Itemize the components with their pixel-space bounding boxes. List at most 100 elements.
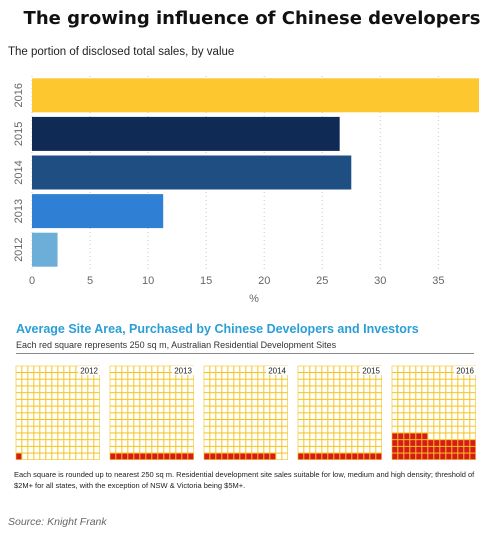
empty-square (251, 439, 258, 447)
empty-square (309, 392, 316, 400)
empty-square (51, 452, 58, 460)
x-axis-label: % (249, 293, 259, 305)
empty-square (433, 426, 440, 434)
empty-square (75, 432, 82, 440)
empty-square (309, 365, 316, 373)
empty-square (439, 405, 446, 413)
empty-square (297, 385, 304, 393)
empty-square (339, 399, 346, 407)
empty-square (57, 452, 64, 460)
x-tick-label: 35 (432, 275, 444, 287)
empty-square (257, 365, 264, 373)
empty-square (93, 385, 100, 393)
empty-square (369, 412, 376, 420)
empty-square (133, 365, 140, 373)
empty-square (391, 365, 398, 373)
empty-square (351, 446, 358, 454)
y-category-label: 2013 (13, 199, 25, 223)
grid-year-label: 2015 (362, 367, 380, 376)
empty-square (63, 399, 70, 407)
empty-square (39, 365, 46, 373)
empty-square (257, 405, 264, 413)
x-tick-label: 0 (29, 275, 35, 287)
empty-square (391, 385, 398, 393)
chart-subtitle: The portion of disclosed total sales, by… (8, 46, 235, 58)
empty-square (221, 439, 228, 447)
empty-square (233, 446, 240, 454)
filled-square (409, 452, 416, 460)
empty-square (403, 426, 410, 434)
empty-square (239, 446, 246, 454)
empty-square (409, 412, 416, 420)
empty-square (433, 392, 440, 400)
empty-square (357, 392, 364, 400)
year-label-bg (360, 366, 382, 375)
empty-square (457, 385, 464, 393)
empty-square (139, 392, 146, 400)
empty-square (339, 432, 346, 440)
empty-square (269, 412, 276, 420)
empty-square (127, 405, 134, 413)
empty-square (75, 426, 82, 434)
empty-square (357, 446, 364, 454)
filled-square (133, 452, 140, 460)
empty-square (75, 439, 82, 447)
empty-square (39, 446, 46, 454)
empty-square (345, 432, 352, 440)
empty-square (15, 432, 22, 440)
year-label-bg (78, 366, 100, 375)
empty-square (333, 399, 340, 407)
empty-square (27, 399, 34, 407)
empty-square (363, 426, 370, 434)
filled-square (403, 439, 410, 447)
empty-square (345, 399, 352, 407)
empty-square (187, 385, 194, 393)
empty-square (121, 412, 128, 420)
empty-square (121, 439, 128, 447)
empty-square (69, 426, 76, 434)
empty-square (233, 426, 240, 434)
empty-square (339, 379, 346, 387)
bar-2015 (32, 116, 340, 151)
empty-square (121, 426, 128, 434)
empty-square (245, 405, 252, 413)
empty-square (439, 399, 446, 407)
empty-square (397, 419, 404, 427)
empty-square (333, 379, 340, 387)
empty-square (27, 405, 34, 413)
empty-square (93, 446, 100, 454)
empty-square (375, 399, 382, 407)
empty-square (303, 365, 310, 373)
filled-square (403, 432, 410, 440)
empty-square (315, 419, 322, 427)
empty-square (69, 412, 76, 420)
empty-square (245, 392, 252, 400)
empty-square (93, 426, 100, 434)
filled-square (357, 452, 364, 460)
empty-square (457, 379, 464, 387)
empty-square (139, 405, 146, 413)
site-area-title: Average Site Area, Purchased by Chinese … (16, 322, 419, 336)
filled-square (339, 452, 346, 460)
empty-square (257, 372, 264, 380)
empty-square (203, 426, 210, 434)
empty-square (163, 365, 170, 373)
empty-square (181, 392, 188, 400)
empty-square (157, 426, 164, 434)
empty-square (169, 432, 176, 440)
empty-square (421, 379, 428, 387)
empty-square (275, 392, 282, 400)
empty-square (451, 412, 458, 420)
y-category-label: 2015 (13, 122, 25, 146)
empty-square (369, 439, 376, 447)
empty-square (357, 399, 364, 407)
filled-square (403, 452, 410, 460)
empty-square (63, 412, 70, 420)
empty-square (339, 392, 346, 400)
empty-square (345, 446, 352, 454)
empty-square (263, 399, 270, 407)
empty-square (427, 392, 434, 400)
empty-square (169, 446, 176, 454)
empty-square (345, 392, 352, 400)
empty-square (297, 432, 304, 440)
